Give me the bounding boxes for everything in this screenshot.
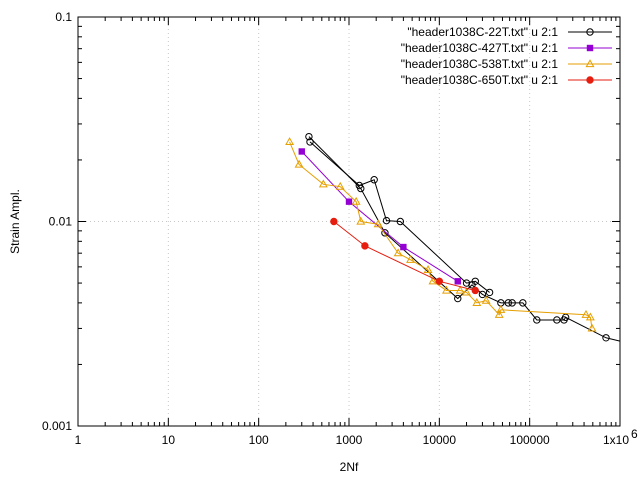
data-point [504, 299, 512, 307]
series-3 [285, 137, 597, 332]
x-tick-label: 1 [75, 433, 82, 447]
x-axis-label: 2Nf [340, 460, 359, 474]
data-point [553, 316, 561, 324]
data-point [494, 309, 504, 318]
data-point [396, 217, 405, 226]
data-point [400, 243, 407, 251]
x-tick-label: 10000 [423, 433, 457, 447]
data-point [330, 217, 338, 226]
data-point [519, 299, 527, 307]
series-layer [285, 132, 621, 342]
data-point [370, 176, 378, 184]
legend-label: "header1038C-427T.txt" u 2:1 [401, 41, 559, 55]
data-point [428, 276, 438, 285]
series-line-branch [309, 141, 490, 293]
series-1 [305, 132, 621, 342]
data-point [355, 181, 363, 190]
data-point [335, 181, 345, 190]
data-point [454, 278, 461, 285]
legend-marker [586, 76, 594, 84]
data-point [581, 309, 591, 318]
y-tick-label: 0.001 [42, 419, 72, 433]
legend-label: "header1038C-650T.txt" u 2:1 [401, 73, 559, 87]
series-2 [298, 148, 461, 285]
data-point [462, 287, 471, 296]
data-point [508, 299, 516, 307]
data-point [561, 313, 570, 322]
data-point [442, 285, 451, 294]
data-point [496, 304, 506, 313]
data-point [306, 138, 314, 146]
x-tick-label: 10 [162, 433, 176, 447]
x-tick-label: 100 [249, 433, 269, 447]
data-point [423, 265, 433, 273]
data-point [602, 334, 610, 342]
series-line [289, 141, 593, 329]
y-axis-label: Strain Ampl. [8, 189, 22, 254]
data-point [585, 312, 595, 321]
data-point [471, 277, 479, 286]
y-tick-label: 0.1 [55, 10, 72, 24]
legend: "header1038C-22T.txt" u 2:1 "header1038C-… [401, 25, 612, 87]
data-point [373, 219, 383, 228]
legend-label: "header1038C-538T.txt" u 2:1 [401, 57, 559, 71]
data-point [471, 286, 479, 295]
data-point [381, 229, 389, 237]
x-tick-label: 1000 [336, 433, 363, 447]
series-line [333, 221, 476, 291]
series-4 [330, 217, 479, 295]
data-point [587, 323, 597, 332]
data-point [294, 159, 304, 168]
y-tick-label: 0.01 [49, 215, 73, 229]
data-point [472, 298, 482, 306]
data-point [478, 290, 487, 299]
data-point [351, 196, 361, 205]
data-point [382, 216, 391, 225]
legend-marker [586, 44, 594, 52]
data-point [393, 248, 403, 257]
data-point [462, 279, 471, 287]
x-tick-label: 1x10 [603, 433, 629, 447]
data-point [285, 137, 295, 146]
legend-label: "header1038C-22T.txt" u 2:1 [407, 25, 558, 39]
data-point [455, 285, 465, 294]
x-tick-label: 100000 [510, 433, 550, 447]
series-line [301, 151, 459, 282]
data-point [298, 148, 305, 155]
axis-ticks: 1 10 100 1000 10000 100000 1x10 6 0.001 0.01 0.1 [42, 10, 638, 447]
data-point [406, 254, 415, 263]
data-point [481, 295, 491, 304]
data-point [305, 132, 313, 141]
data-point [533, 316, 541, 324]
data-point [345, 198, 353, 205]
data-point [318, 179, 328, 188]
legend-marker [585, 59, 595, 68]
data-point [485, 288, 494, 297]
legend-marker [586, 28, 594, 36]
data-point [361, 242, 369, 250]
grid-lines [78, 17, 620, 426]
data-point [454, 294, 462, 303]
data-point [356, 216, 366, 225]
x-tick-exponent: 6 [631, 427, 638, 441]
data-point [435, 277, 444, 286]
